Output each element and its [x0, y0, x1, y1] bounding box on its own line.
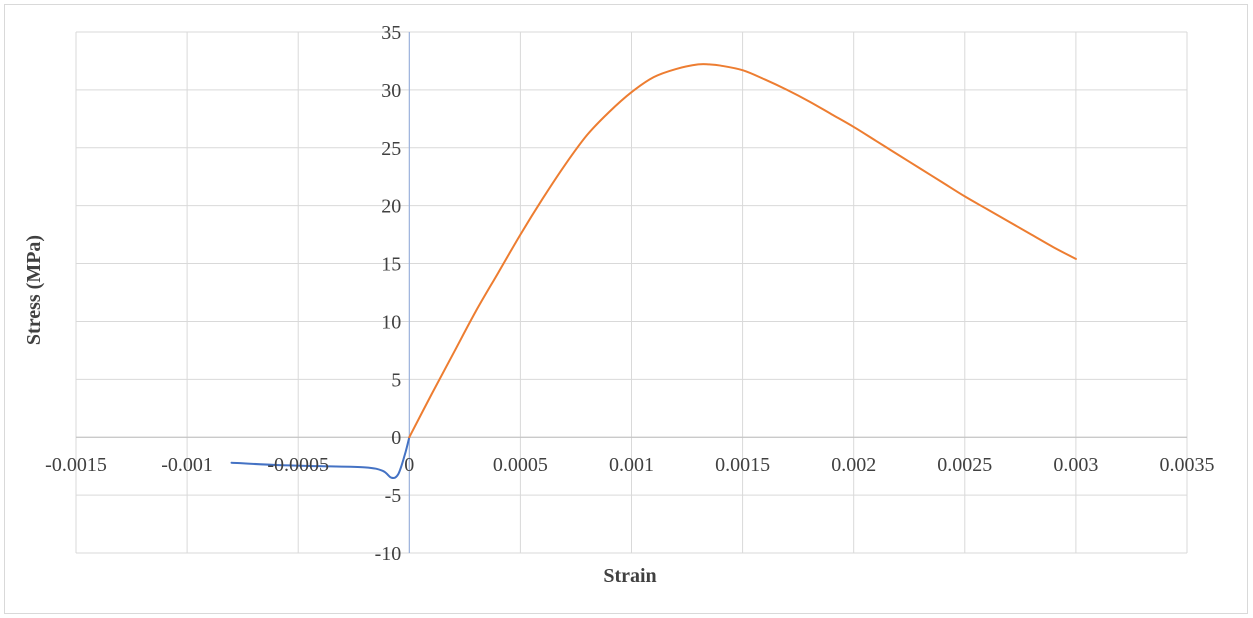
y-tick-label: -5 — [385, 485, 402, 507]
y-tick-label: 0 — [391, 427, 401, 449]
y-tick-label: 25 — [381, 138, 401, 160]
x-tick-label: 0.001 — [609, 454, 654, 476]
x-tick-label: 0.003 — [1053, 454, 1098, 476]
x-tick-label: 0 — [404, 454, 414, 476]
series-line-0 — [230, 436, 411, 479]
x-tick-label: -0.0015 — [45, 454, 107, 476]
y-tick-label: 5 — [391, 369, 401, 391]
x-tick-label: 0.002 — [831, 454, 876, 476]
x-tick-label: 0.0035 — [1160, 454, 1215, 476]
y-tick-label: 20 — [381, 196, 401, 218]
axes — [76, 32, 1187, 553]
x-tick-label: 0.0005 — [493, 454, 548, 476]
series-lines — [230, 63, 1077, 479]
x-tick-label: -0.001 — [161, 454, 213, 476]
series-line-1 — [408, 63, 1077, 439]
x-axis-title: Strain — [603, 565, 656, 587]
x-tick-label: 0.0015 — [715, 454, 770, 476]
y-tick-label: 30 — [381, 80, 401, 102]
y-axis-title: Stress (MPa) — [23, 235, 45, 345]
chart-frame — [4, 4, 1248, 614]
tick-labels: -0.0015 -0.001 -0.0005 0 0.0005 0.001 0.0015 0.… — [45, 22, 1214, 565]
y-tick-label: 10 — [381, 311, 401, 333]
y-tick-label: 15 — [381, 254, 401, 276]
x-tick-label: -0.0005 — [267, 454, 329, 476]
x-tick-label: 0.0025 — [937, 454, 992, 476]
y-tick-label: 35 — [381, 22, 401, 44]
y-tick-label: -10 — [375, 543, 402, 565]
